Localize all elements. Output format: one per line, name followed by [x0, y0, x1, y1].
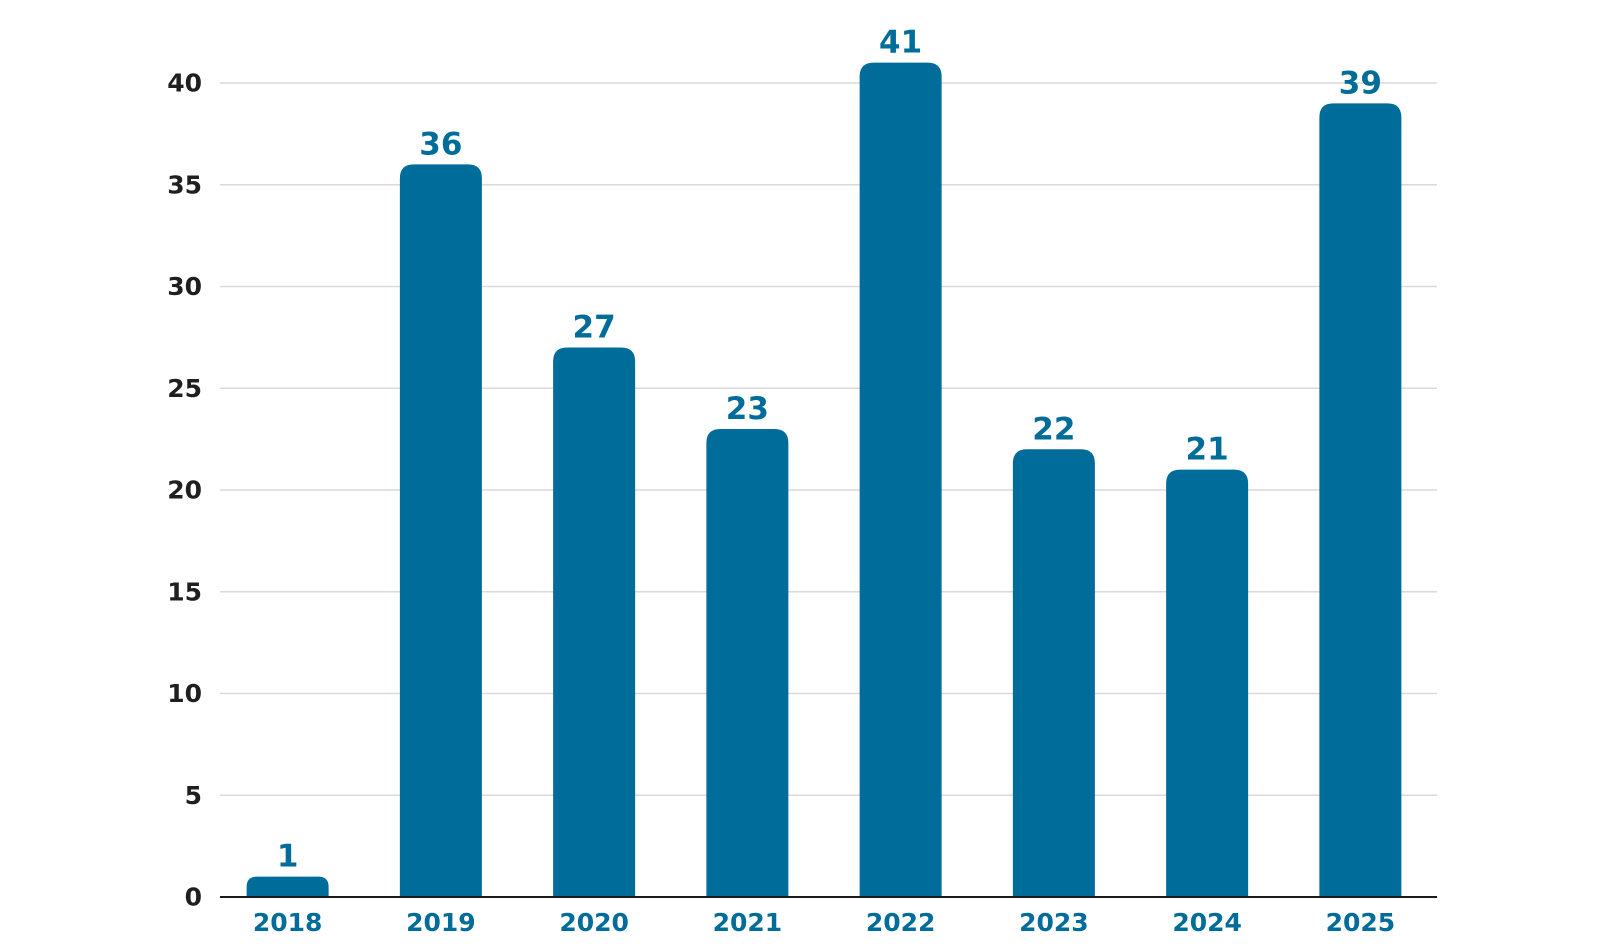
data-label-2021: 23	[726, 391, 769, 427]
data-label-2024: 21	[1186, 432, 1229, 468]
data-label-2019: 36	[419, 126, 462, 162]
y-tick-label: 25	[167, 374, 202, 403]
bar-2025	[1319, 103, 1402, 898]
y-tick-label: 0	[185, 883, 202, 912]
y-tick-label: 5	[185, 781, 202, 810]
data-labels: 1 36 27 23 41 22 21 39	[277, 25, 1382, 875]
bar-2018	[246, 876, 329, 897]
data-label-2018: 1	[277, 839, 299, 875]
x-tick-label-2021: 2021	[713, 908, 783, 937]
bar-2023	[1012, 449, 1095, 897]
data-label-2025: 39	[1339, 65, 1382, 101]
y-tick-label: 35	[167, 170, 202, 199]
y-tick-label: 10	[167, 679, 202, 708]
bar-2022	[859, 62, 942, 897]
x-tick-label-2024: 2024	[1172, 908, 1242, 937]
x-tick-label-2019: 2019	[406, 908, 476, 937]
bar-2021	[706, 428, 789, 897]
y-tick-label: 15	[167, 577, 202, 606]
x-axis-ticks: 2018 2019 2020 2021 2022 2023 2024 2025	[253, 908, 1395, 937]
x-tick-label-2018: 2018	[253, 908, 323, 937]
y-tick-label: 20	[167, 476, 202, 505]
x-tick-label-2022: 2022	[866, 908, 936, 937]
x-tick-label-2020: 2020	[559, 908, 629, 937]
data-label-2023: 22	[1032, 411, 1075, 447]
y-tick-label: 40	[167, 69, 202, 98]
x-tick-label-2023: 2023	[1019, 908, 1089, 937]
bar-2024	[1166, 469, 1249, 897]
y-axis-ticks: 0 5 10 15 20 25 30 35 40	[167, 69, 202, 912]
bar-2020	[553, 347, 636, 897]
data-label-2020: 27	[573, 310, 616, 346]
bars	[246, 62, 1402, 898]
y-tick-label: 30	[167, 272, 202, 301]
bar-2019	[399, 164, 482, 897]
data-label-2022: 41	[879, 25, 922, 61]
x-tick-label-2025: 2025	[1326, 908, 1396, 937]
